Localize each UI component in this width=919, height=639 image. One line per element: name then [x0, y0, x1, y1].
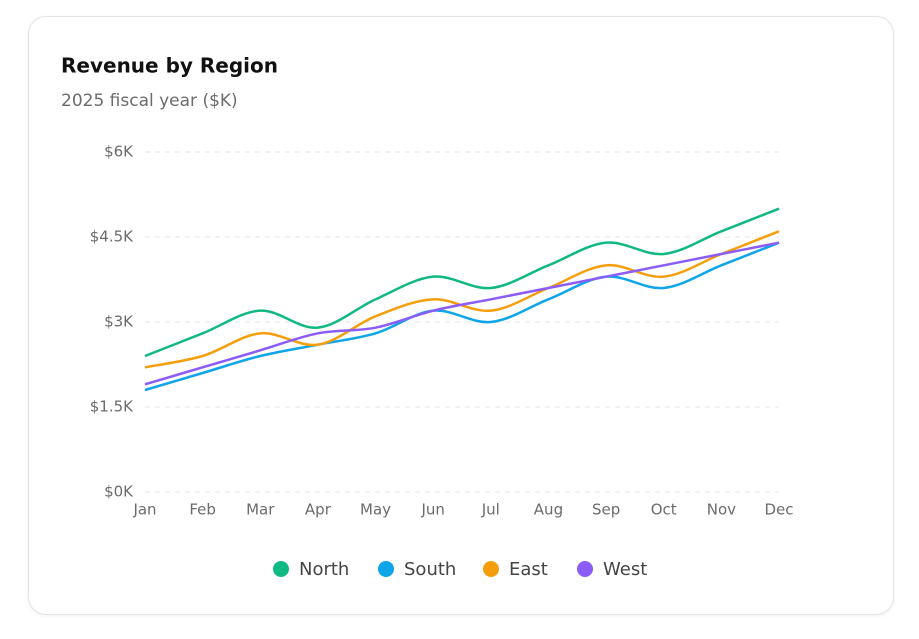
x-tick-label: Mar: [246, 501, 275, 519]
legend-label: North: [299, 559, 349, 580]
x-tick-label: May: [360, 501, 391, 519]
y-tick-label: $0K: [104, 483, 134, 501]
legend-label: South: [404, 559, 456, 580]
x-tick-label: Jul: [481, 501, 500, 519]
y-tick-label: $1.5K: [90, 398, 134, 416]
x-tick-label: Apr: [305, 501, 332, 519]
x-tick-label: Feb: [189, 501, 216, 519]
legend-marker: [378, 561, 394, 577]
series-line: [144, 241, 780, 392]
chart-subtitle: 2025 fiscal year ($K): [61, 91, 238, 111]
legend-marker: [273, 561, 289, 577]
legend-marker: [577, 561, 593, 577]
x-tick-label: Aug: [534, 501, 563, 519]
series-line: [144, 230, 780, 369]
x-tick-label: Dec: [764, 501, 793, 519]
legend-label: East: [509, 559, 548, 580]
x-tick-label: Oct: [651, 501, 677, 519]
chart-title: Revenue by Region: [61, 54, 278, 78]
x-tick-label: Nov: [707, 501, 736, 519]
x-tick-label: Jun: [420, 501, 444, 519]
y-tick-label: $3K: [104, 313, 134, 331]
y-tick-label: $4.5K: [90, 228, 134, 246]
x-tick-label: Sep: [592, 501, 620, 519]
series-line: [144, 207, 780, 358]
y-tick-label: $6K: [104, 143, 134, 161]
legend-marker: [483, 561, 499, 577]
x-tick-label: Jan: [132, 501, 156, 519]
legend-label: West: [603, 559, 647, 580]
series-line: [144, 241, 780, 386]
card: [28, 16, 894, 615]
